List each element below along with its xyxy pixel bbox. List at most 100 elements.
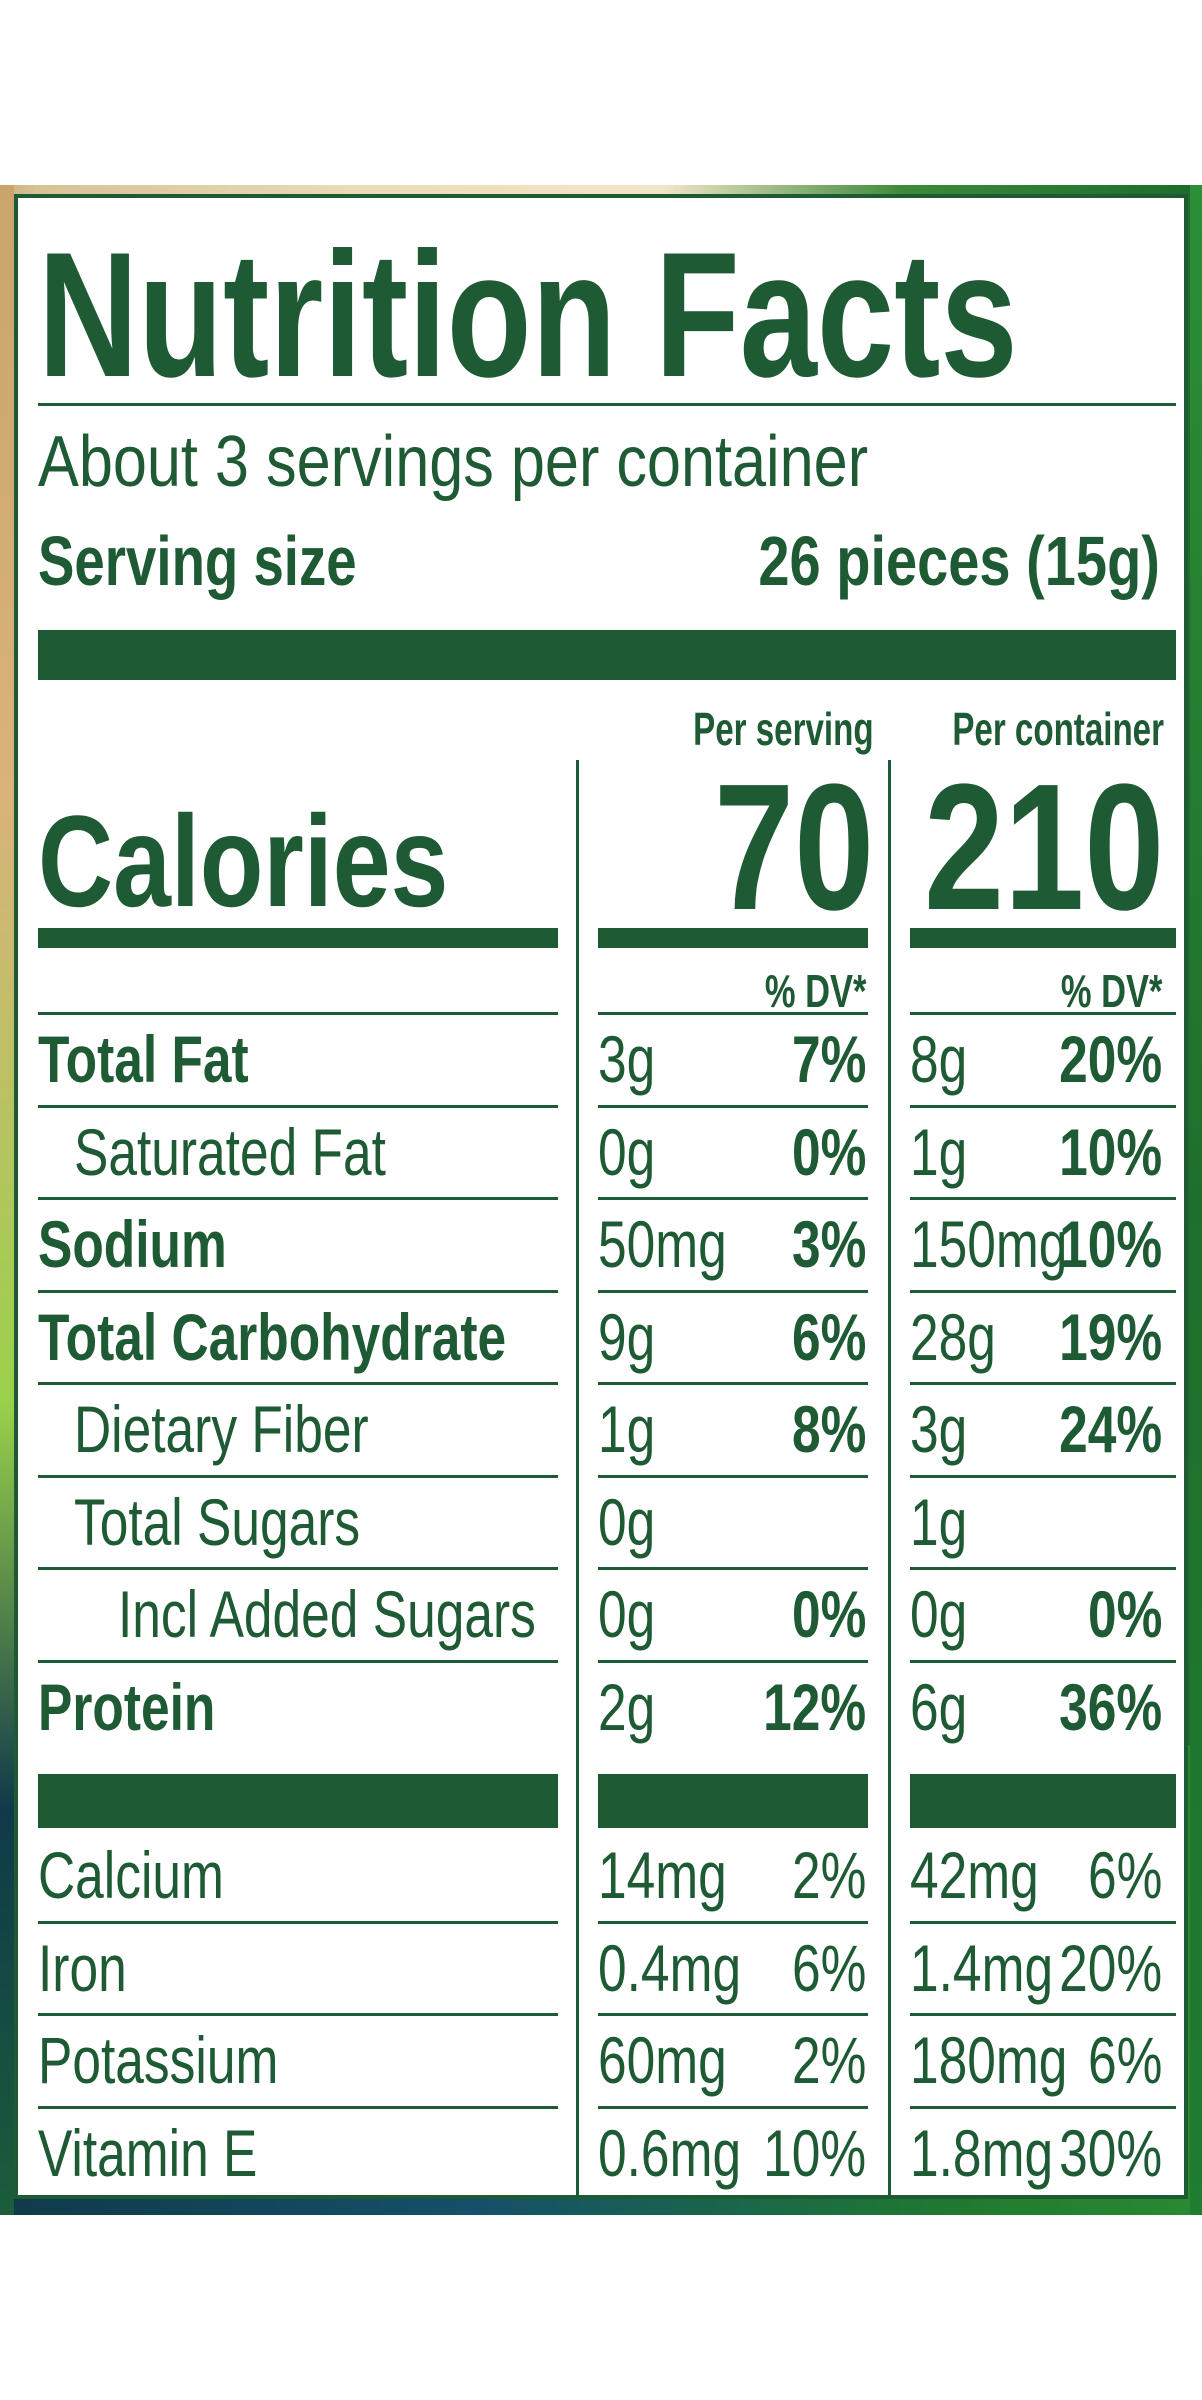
package-edge-right (1190, 185, 1202, 2215)
column-divider-2 (888, 760, 891, 2195)
container-dv: 24% (1058, 1392, 1162, 1466)
serving-amount: 0g (598, 1114, 656, 1189)
serving-dv: 0% (791, 1114, 866, 1189)
row-rule-left (38, 1289, 558, 1293)
vitamin-rule-left (38, 1920, 558, 1924)
thick-divider-top (38, 630, 1176, 680)
row-rule-left (38, 1104, 558, 1108)
per-serving-header: Per serving (693, 703, 874, 755)
vitamin-serving-amount: 60mg (598, 2023, 727, 2097)
serving-amount: 0g (598, 1577, 656, 1651)
serving-dv: 0% (791, 1577, 866, 1651)
row-rule-right (910, 1474, 1176, 1478)
vitamin-name: Potassium (38, 2023, 279, 2097)
thick-divider-bottom-mid (598, 1774, 868, 1828)
calories-per-container: 210 (923, 747, 1164, 948)
vitamin-rule-right (910, 2105, 1176, 2109)
row-rule-left (38, 1474, 558, 1478)
nutrient-name: Total Carbohydrate (38, 1299, 507, 1374)
vitamin-name: Vitamin E (38, 2115, 258, 2190)
vitamin-container-amount: 1.4mg (910, 1930, 1054, 2005)
vitamin-serving-dv: 6% (791, 1930, 866, 2005)
container-amount: 8g (910, 1022, 968, 1096)
serving-size-label: Serving size (38, 522, 357, 600)
vitamin-container-dv: 30% (1058, 2115, 1162, 2190)
container-dv: 10% (1058, 1207, 1162, 1281)
row-rule-mid (598, 1197, 868, 1200)
serving-amount: 9g (598, 1299, 656, 1374)
container-dv: 0% (1087, 1577, 1162, 1651)
calories-bar-left (38, 928, 558, 948)
serving-dv: 12% (762, 1669, 866, 1744)
vitamin-container-dv: 6% (1087, 1838, 1162, 1912)
row-rule-right (910, 1567, 1176, 1570)
vitamin-container-dv: 6% (1087, 2023, 1162, 2097)
calories-label: Calories (38, 788, 449, 934)
row-rule-mid (598, 1567, 868, 1570)
container-amount: 1g (910, 1114, 968, 1189)
vitamin-rule-mid (598, 2105, 868, 2109)
vitamin-container-amount: 1.8mg (910, 2115, 1054, 2190)
serving-dv: 3% (791, 1207, 866, 1281)
thick-divider-bottom-left (38, 1774, 558, 1828)
per-container-header: Per container (952, 703, 1164, 755)
vitamin-rule-left (38, 2105, 558, 2109)
vitamin-rule-right (910, 2013, 1176, 2016)
container-amount: 1g (910, 1484, 968, 1559)
vitamin-rule-right (910, 1920, 1176, 1924)
row-rule-mid (598, 1104, 868, 1108)
vitamin-serving-dv: 2% (791, 2023, 866, 2097)
container-dv: 20% (1058, 1022, 1162, 1096)
vitamin-serving-amount: 0.4mg (598, 1930, 742, 2005)
row-rule-left (38, 1382, 558, 1385)
vitamin-container-amount: 180mg (910, 2023, 1068, 2097)
dv-header-serving: % DV* (764, 965, 866, 1017)
container-dv: 10% (1058, 1114, 1162, 1189)
serving-amount: 50mg (598, 1207, 727, 1281)
dv-header-container: % DV* (1060, 965, 1162, 1017)
row-rule-right (910, 1012, 1176, 1015)
row-rule-right (910, 1289, 1176, 1293)
row-rule-left (38, 1567, 558, 1570)
nutrient-name: Total Sugars (74, 1484, 361, 1559)
label-title: Nutrition Facts (38, 215, 1018, 414)
servings-per-container: About 3 servings per container (38, 422, 869, 502)
vitamin-serving-amount: 14mg (598, 1838, 727, 1912)
row-rule-mid (598, 1012, 868, 1015)
row-rule-mid (598, 1474, 868, 1478)
calories-bar-mid (598, 928, 868, 948)
serving-amount: 1g (598, 1392, 656, 1466)
container-dv: 19% (1058, 1299, 1162, 1374)
row-rule-left (38, 1197, 558, 1200)
row-rule-left (38, 1012, 558, 1015)
calories-per-serving: 70 (713, 747, 874, 948)
vitamin-container-dv: 20% (1058, 1930, 1162, 2005)
row-rule-mid (598, 1659, 868, 1663)
vitamin-rule-mid (598, 2013, 868, 2016)
container-amount: 3g (910, 1392, 968, 1466)
nutrient-name: Sodium (38, 1207, 227, 1281)
vitamin-container-amount: 42mg (910, 1838, 1039, 1912)
row-rule-right (910, 1659, 1176, 1663)
column-divider-1 (576, 760, 579, 2195)
serving-amount: 0g (598, 1484, 656, 1559)
nutrient-name: Total Fat (38, 1022, 249, 1096)
nutrition-facts-panel: Nutrition Facts About 3 servings per con… (14, 194, 1188, 2199)
serving-amount: 3g (598, 1022, 656, 1096)
package-edge-left (0, 185, 14, 2215)
nutrient-name: Saturated Fat (74, 1114, 386, 1189)
title-rule (38, 403, 1176, 406)
serving-dv: 7% (791, 1022, 866, 1096)
calories-bar-right (910, 928, 1176, 948)
container-amount: 150mg (910, 1207, 1068, 1281)
serving-amount: 2g (598, 1669, 656, 1744)
row-rule-right (910, 1382, 1176, 1385)
container-amount: 28g (910, 1299, 996, 1374)
serving-dv: 8% (791, 1392, 866, 1466)
serving-size-value: 26 pieces (15g) (758, 522, 1160, 600)
thick-divider-bottom-right (910, 1774, 1176, 1828)
row-rule-right (910, 1104, 1176, 1108)
nutrient-name: Incl Added Sugars (118, 1577, 536, 1651)
row-rule-right (910, 1197, 1176, 1200)
serving-dv: 6% (791, 1299, 866, 1374)
